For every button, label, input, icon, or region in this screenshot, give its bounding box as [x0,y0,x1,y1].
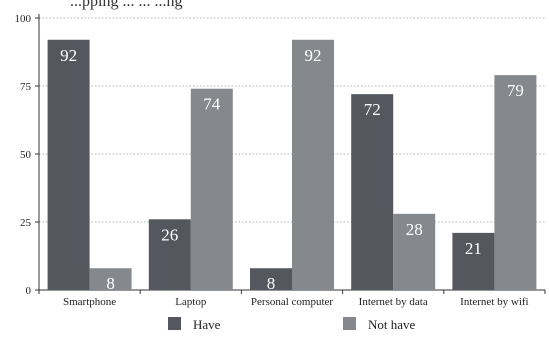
chart-title: ...pping ... ... ...ng [70,0,182,10]
bar-have [452,232,495,290]
bar-not-have [393,213,436,290]
data-label: 28 [406,220,423,239]
y-tick-label: 100 [15,13,32,25]
bar-not-have [292,39,334,291]
data-label: 8 [267,274,276,293]
bar-have [148,219,191,290]
y-tick-labels: 0 25 50 75 100 [15,13,32,297]
bar-have [47,39,90,291]
data-labels: 92 8 26 74 8 92 72 28 21 79 [60,46,524,293]
x-tick-label: Internet by data [359,296,428,308]
y-tick-label: 75 [20,81,32,93]
data-label: 79 [507,81,524,100]
data-label: 8 [106,274,115,293]
y-tick-label: 0 [26,285,32,297]
legend: Have Not have [168,317,416,332]
x-tick-label: Smartphone [63,296,116,308]
data-label: 74 [203,95,221,114]
bar-have [250,268,292,290]
x-tick-label: Laptop [175,296,207,308]
legend-label: Have [193,317,221,332]
data-label: 72 [364,100,381,119]
data-label: 21 [465,239,482,258]
bar-not-have [494,75,537,291]
data-label: 92 [60,46,77,65]
x-tick-label: Internet by wifi [460,296,528,308]
data-label: 92 [305,46,322,65]
bars [47,39,537,291]
y-tick-label: 50 [20,149,32,161]
x-tick-labels: Smartphone Laptop Personal computer Interne… [63,296,529,308]
y-tick-label: 25 [20,217,32,229]
legend-swatch [343,317,356,330]
data-label: 26 [161,225,178,244]
legend-swatch [168,317,181,330]
legend-label: Not have [368,317,416,332]
bar-have [351,94,394,290]
bar-not-have [89,268,132,290]
bar-not-have [190,88,233,290]
x-tick-label: Personal computer [251,296,334,308]
